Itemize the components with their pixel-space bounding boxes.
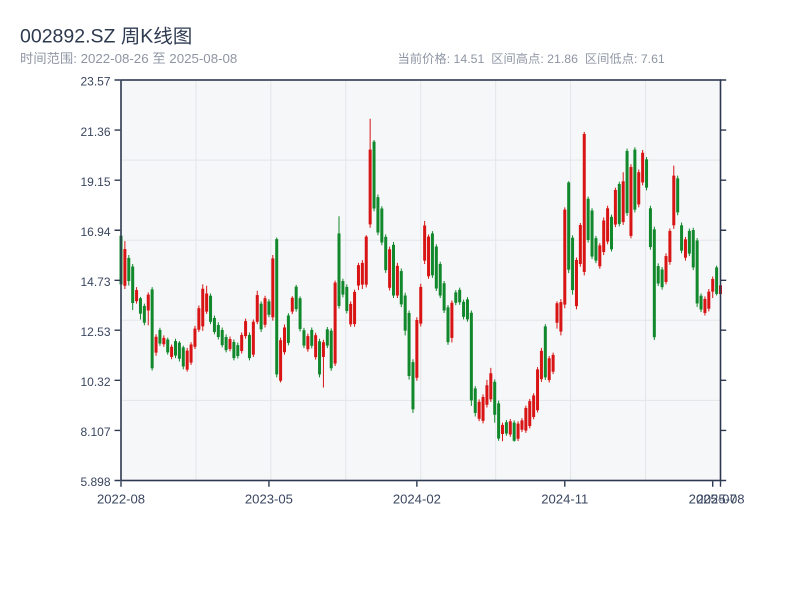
svg-text:23.57: 23.57 <box>80 75 110 89</box>
svg-text:: 14.51: : 14.51 <box>447 52 485 66</box>
svg-text:2025-07: 2025-07 <box>689 492 737 507</box>
svg-text:2024-02: 2024-02 <box>393 492 441 507</box>
svg-text:002892.SZ: 002892.SZ <box>20 26 115 48</box>
svg-text:2023-05: 2023-05 <box>245 492 293 507</box>
svg-text:: 2022-08-26: : 2022-08-26 <box>73 51 148 66</box>
svg-text:: 7.61: : 7.61 <box>634 52 665 66</box>
svg-text:8.107: 8.107 <box>80 425 110 439</box>
svg-text:2024-11: 2024-11 <box>541 492 588 507</box>
svg-text:19.15: 19.15 <box>80 175 110 189</box>
svg-text:: 21.86: : 21.86 <box>540 52 578 66</box>
svg-text:14.73: 14.73 <box>80 275 110 289</box>
svg-text:K: K <box>140 26 153 48</box>
svg-text:5.898: 5.898 <box>80 475 110 489</box>
svg-text:10.32: 10.32 <box>80 375 110 389</box>
svg-text:2022-08: 2022-08 <box>97 492 145 507</box>
svg-text:2025-08: 2025-08 <box>696 492 744 507</box>
svg-text:12.53: 12.53 <box>80 325 110 339</box>
svg-text:16.94: 16.94 <box>80 225 110 239</box>
svg-text:2025-08-08: 2025-08-08 <box>169 51 237 66</box>
svg-text:21.36: 21.36 <box>80 125 110 139</box>
